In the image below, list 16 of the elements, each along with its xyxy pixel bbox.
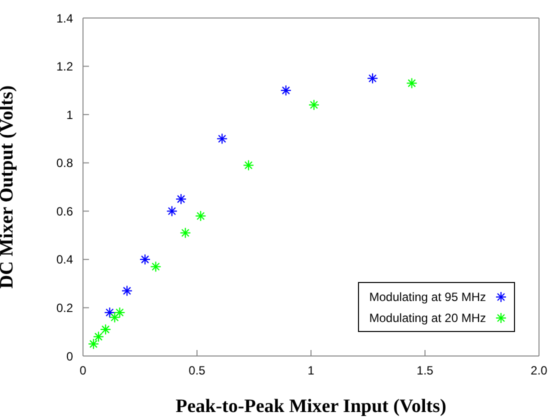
legend-label: Modulating at 20 MHz bbox=[369, 310, 486, 324]
y-tick-label: 0.2 bbox=[56, 300, 74, 315]
y-tick-label: 1.2 bbox=[56, 60, 74, 74]
y-tick-label: 0.6 bbox=[56, 204, 74, 218]
y-tick-label: 0.8 bbox=[56, 156, 74, 170]
x-tick-label: 1 bbox=[308, 364, 315, 378]
y-tick-label: 0 bbox=[66, 349, 74, 364]
y-tick-label: 1 bbox=[66, 108, 74, 122]
x-axis-title: Peak-to-Peak Mixer Input (Volts) bbox=[176, 396, 446, 417]
y-tick-label: 0.4 bbox=[56, 252, 74, 267]
x-tick-label: 1.5 bbox=[416, 364, 434, 378]
x-tick-label: 0.5 bbox=[188, 364, 206, 378]
y-tick-label: 1.4 bbox=[56, 11, 74, 26]
legend-label: Modulating at 95 MHz bbox=[369, 290, 486, 304]
x-tick-label: 2.0 bbox=[530, 364, 548, 378]
x-tick-label: 0 bbox=[80, 364, 87, 378]
